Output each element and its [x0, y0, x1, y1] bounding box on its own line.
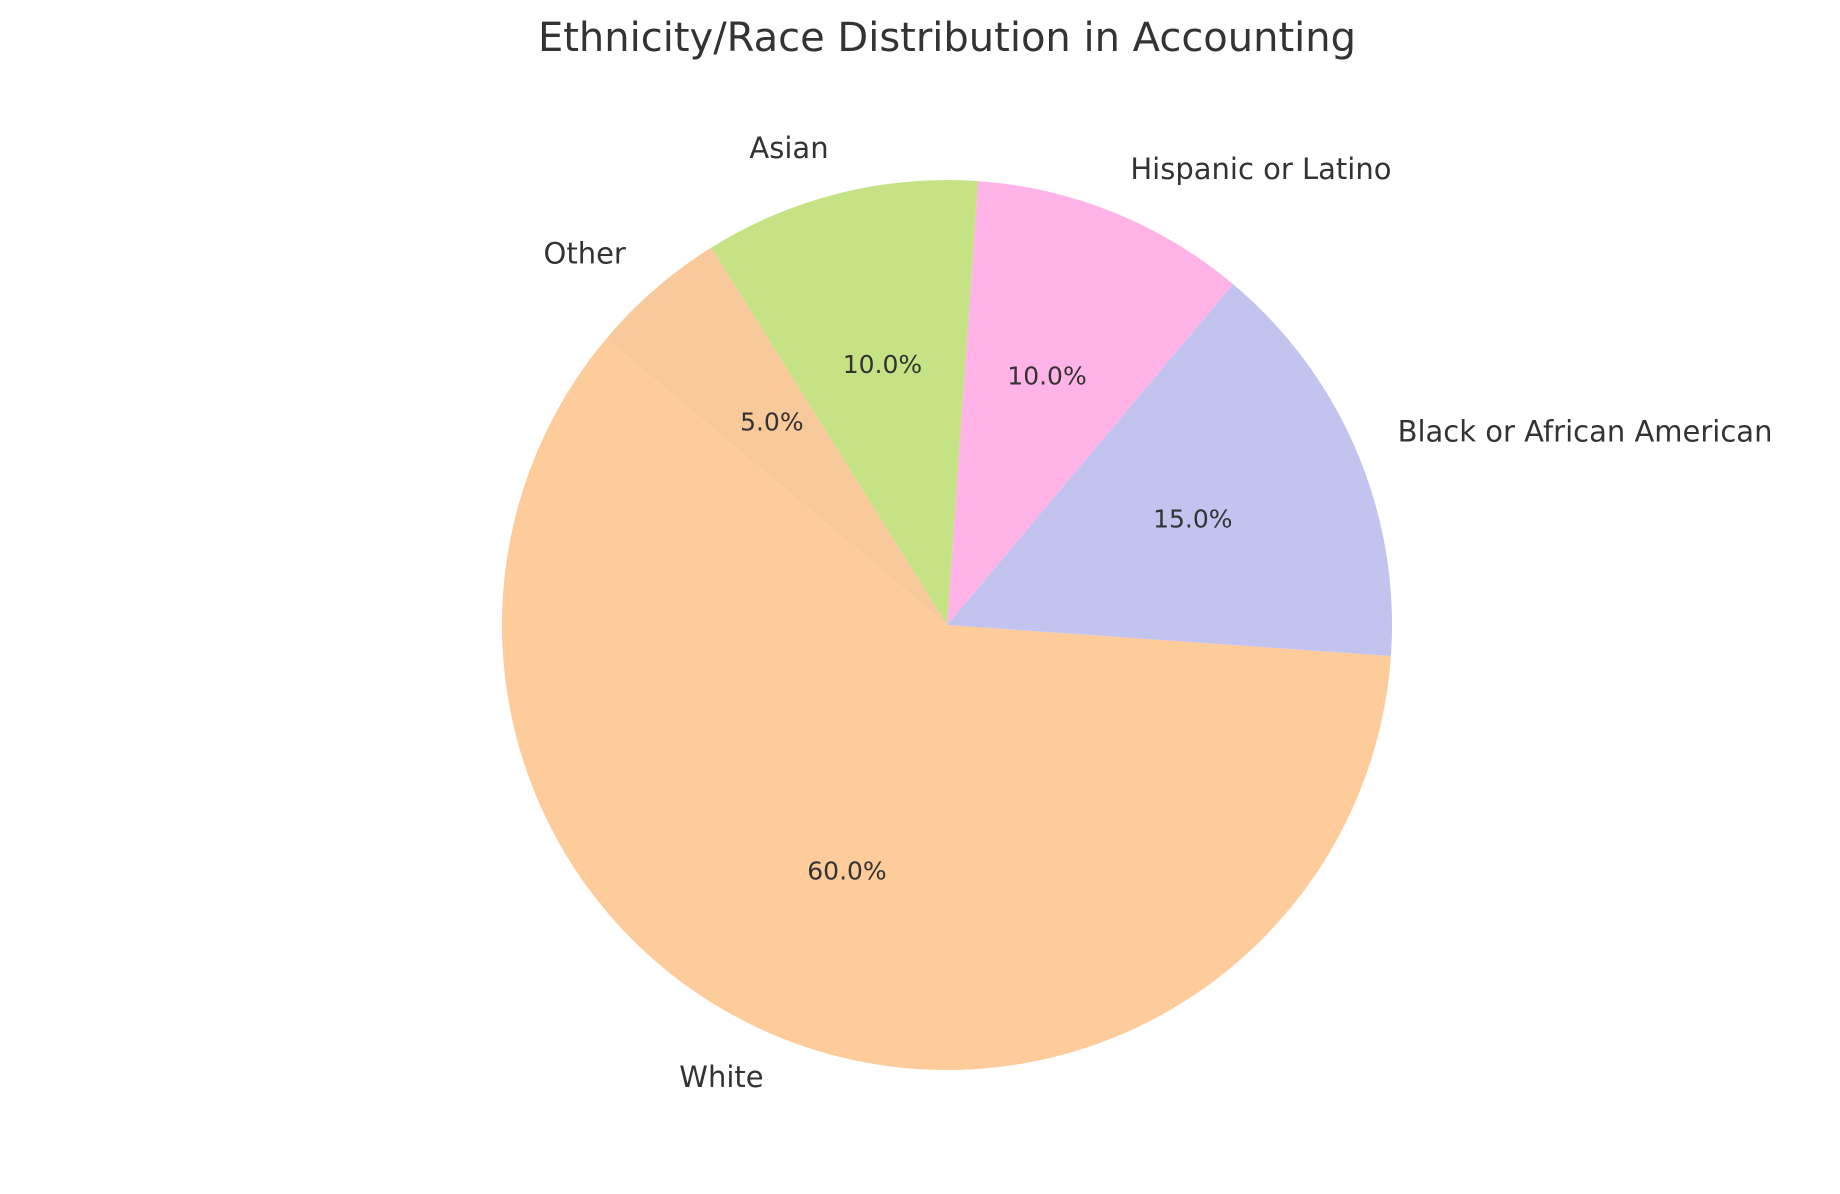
percent-label: 10.0% — [1007, 361, 1086, 390]
pie-slice — [947, 284, 1392, 657]
percent-label: 60.0% — [807, 857, 886, 886]
percent-label: 5.0% — [740, 407, 804, 436]
slice-label: White — [679, 1060, 763, 1094]
chart-title: Ethnicity/Race Distribution in Accountin… — [538, 15, 1356, 61]
slice-label: Black or African American — [1398, 415, 1773, 449]
pie-slice — [606, 247, 947, 625]
percent-label: 10.0% — [843, 350, 922, 379]
percent-label: 15.0% — [1153, 505, 1232, 534]
slice-label: Hispanic or Latino — [1130, 152, 1391, 186]
pie-slice — [711, 180, 979, 625]
slice-label: Other — [544, 237, 626, 271]
pie-slice — [947, 181, 1234, 626]
slice-label: Asian — [749, 131, 828, 165]
pie-slice — [502, 338, 1391, 1071]
